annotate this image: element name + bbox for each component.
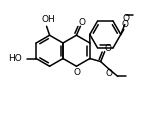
- Text: O: O: [79, 18, 86, 27]
- Text: O: O: [106, 69, 113, 78]
- Text: OH: OH: [42, 15, 55, 24]
- Text: HO: HO: [8, 54, 22, 63]
- Text: O: O: [74, 68, 81, 77]
- Text: O: O: [122, 14, 129, 23]
- Text: O: O: [121, 20, 128, 29]
- Text: O: O: [104, 44, 111, 53]
